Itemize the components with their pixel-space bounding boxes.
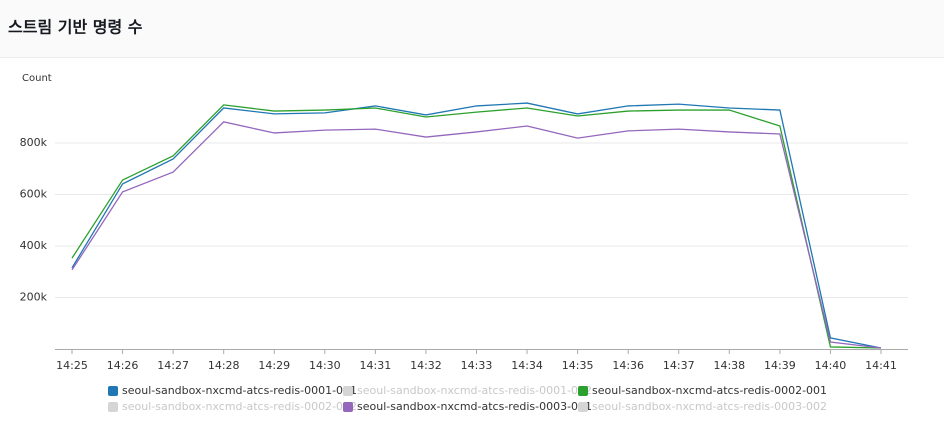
x-tick-label: 14:36 (612, 359, 644, 372)
legend-swatch[interactable] (343, 402, 353, 412)
series-line (71, 121, 882, 349)
x-tick-label: 14:28 (208, 359, 240, 372)
chart-title: 스트림 기반 명령 수 (8, 18, 143, 37)
legend-label[interactable]: seoul-sandbox-nxcmd-atcs-redis-0003-002 (592, 400, 827, 413)
x-tick-label: 14:30 (309, 359, 341, 372)
y-tick-label: 800k (20, 136, 48, 149)
legend-swatch[interactable] (578, 402, 588, 412)
legend-label[interactable]: seoul-sandbox-nxcmd-atcs-redis-0001-001 (122, 384, 357, 397)
header (0, 0, 944, 57)
x-tick-label: 14:37 (663, 359, 695, 372)
legend-swatch[interactable] (108, 386, 118, 396)
legend-label[interactable]: seoul-sandbox-nxcmd-atcs-redis-0003-001 (357, 400, 592, 413)
legend-label[interactable]: seoul-sandbox-nxcmd-atcs-redis-0001-002 (357, 384, 592, 397)
y-axis-label: Count (22, 73, 52, 84)
series-line (71, 102, 882, 349)
x-tick-label: 14:33 (461, 359, 493, 372)
x-tick-label: 14:27 (157, 359, 189, 372)
y-tick-label: 400k (20, 239, 48, 252)
x-tick-label: 14:32 (410, 359, 442, 372)
x-tick-label: 14:31 (360, 359, 392, 372)
x-tick-label: 14:40 (815, 359, 847, 372)
legend-swatch[interactable] (108, 402, 118, 412)
x-tick-label: 14:35 (562, 359, 594, 372)
series-line (71, 104, 882, 349)
y-tick-label: 200k (20, 291, 48, 304)
x-tick-label: 14:26 (107, 359, 139, 372)
legend-swatch[interactable] (578, 386, 588, 396)
x-tick-label: 14:41 (865, 359, 897, 372)
x-tick-label: 14:39 (764, 359, 796, 372)
legend-swatch[interactable] (343, 386, 353, 396)
legend-label[interactable]: seoul-sandbox-nxcmd-atcs-redis-0002-001 (592, 384, 827, 397)
x-tick-label: 14:34 (511, 359, 543, 372)
y-tick-label: 600k (20, 188, 48, 201)
legend-label[interactable]: seoul-sandbox-nxcmd-atcs-redis-0002-002 (122, 400, 357, 413)
x-tick-label: 14:25 (56, 359, 88, 372)
x-tick-label: 14:38 (713, 359, 745, 372)
x-tick-label: 14:29 (258, 359, 290, 372)
